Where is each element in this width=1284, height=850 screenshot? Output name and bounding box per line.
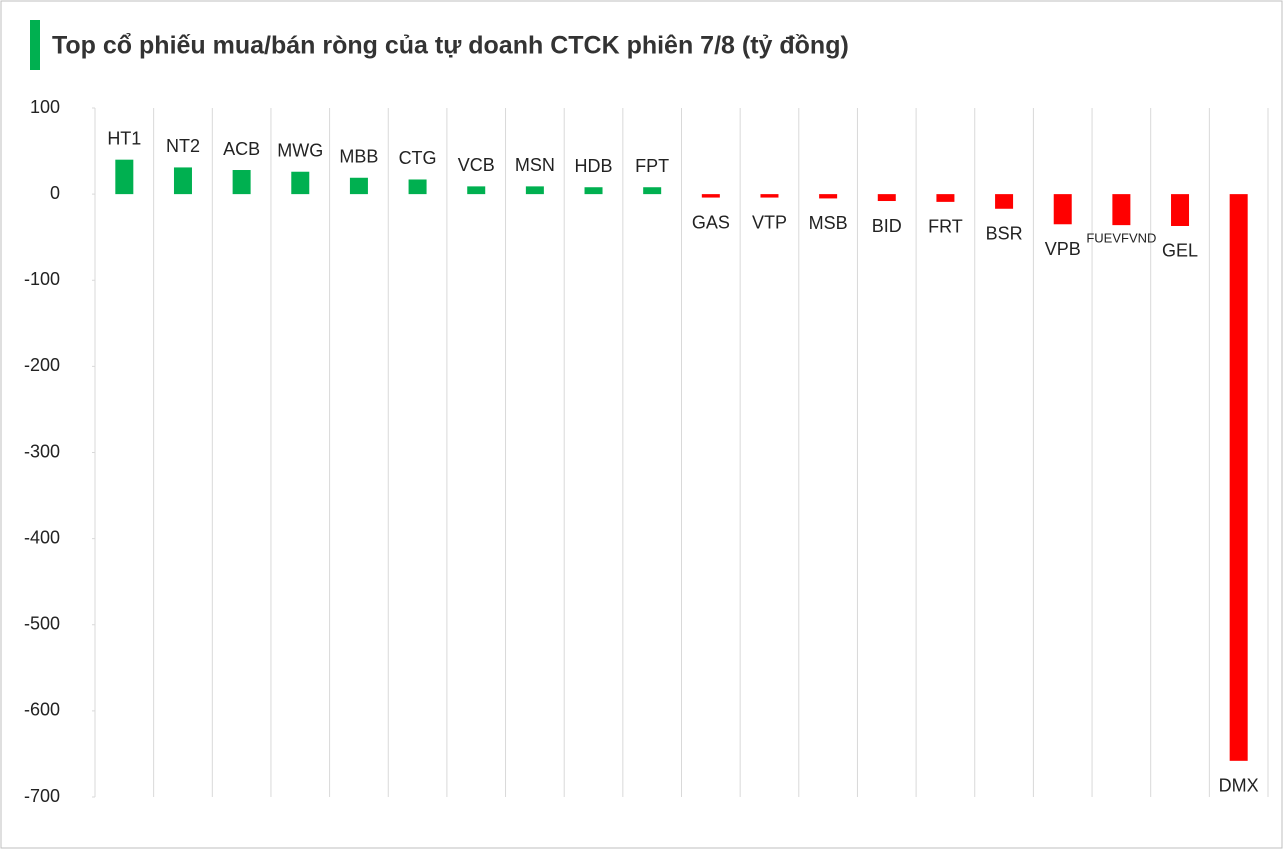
y-tick-label: -400 bbox=[24, 527, 60, 547]
bar bbox=[877, 194, 896, 202]
category-label: VPB bbox=[1045, 239, 1081, 259]
category-label: HDB bbox=[575, 156, 613, 176]
bar bbox=[936, 194, 955, 202]
bar bbox=[1171, 194, 1190, 226]
bar bbox=[1229, 194, 1248, 761]
category-label: FUEVFVND bbox=[1086, 231, 1156, 246]
category-label: ACB bbox=[223, 139, 260, 159]
category-label: FRT bbox=[928, 217, 963, 237]
title-marker bbox=[30, 20, 40, 70]
category-label: MSB bbox=[809, 213, 848, 233]
y-tick-label: -700 bbox=[24, 786, 60, 806]
category-label: BID bbox=[872, 216, 902, 236]
y-tick-label: -300 bbox=[24, 441, 60, 461]
category-label: GAS bbox=[692, 212, 730, 232]
category-label: VTP bbox=[752, 212, 787, 232]
y-tick-label: 0 bbox=[50, 183, 60, 203]
bar bbox=[525, 186, 544, 195]
bar bbox=[1112, 194, 1131, 226]
bar bbox=[1053, 194, 1072, 225]
bar bbox=[349, 177, 368, 195]
category-label: FPT bbox=[635, 156, 669, 176]
bar bbox=[760, 194, 779, 198]
y-tick-label: -600 bbox=[24, 700, 60, 720]
bar bbox=[408, 179, 427, 195]
bar bbox=[232, 170, 251, 195]
bar bbox=[291, 171, 310, 195]
y-tick-label: -200 bbox=[24, 355, 60, 375]
category-label: MBB bbox=[339, 147, 378, 167]
bar bbox=[643, 187, 662, 195]
bar bbox=[467, 186, 486, 195]
bar bbox=[584, 187, 603, 195]
bar bbox=[115, 159, 134, 195]
bar bbox=[701, 194, 720, 198]
category-label: NT2 bbox=[166, 136, 200, 156]
y-tick-label: -500 bbox=[24, 614, 60, 634]
category-label: VCB bbox=[458, 155, 495, 175]
category-label: CTG bbox=[399, 148, 437, 168]
category-label: MWG bbox=[277, 140, 323, 160]
bar bbox=[995, 194, 1014, 209]
category-label: MSN bbox=[515, 155, 555, 175]
category-label: GEL bbox=[1162, 241, 1198, 261]
chart-title: Top cổ phiếu mua/bán ròng của tự doanh C… bbox=[52, 32, 849, 60]
category-label: HT1 bbox=[107, 128, 141, 148]
y-tick-label: -100 bbox=[24, 269, 60, 289]
category-label: DMX bbox=[1219, 776, 1259, 796]
bar bbox=[819, 194, 838, 199]
bar bbox=[173, 167, 192, 195]
category-label: BSR bbox=[986, 224, 1023, 244]
y-tick-label: 100 bbox=[30, 97, 60, 117]
